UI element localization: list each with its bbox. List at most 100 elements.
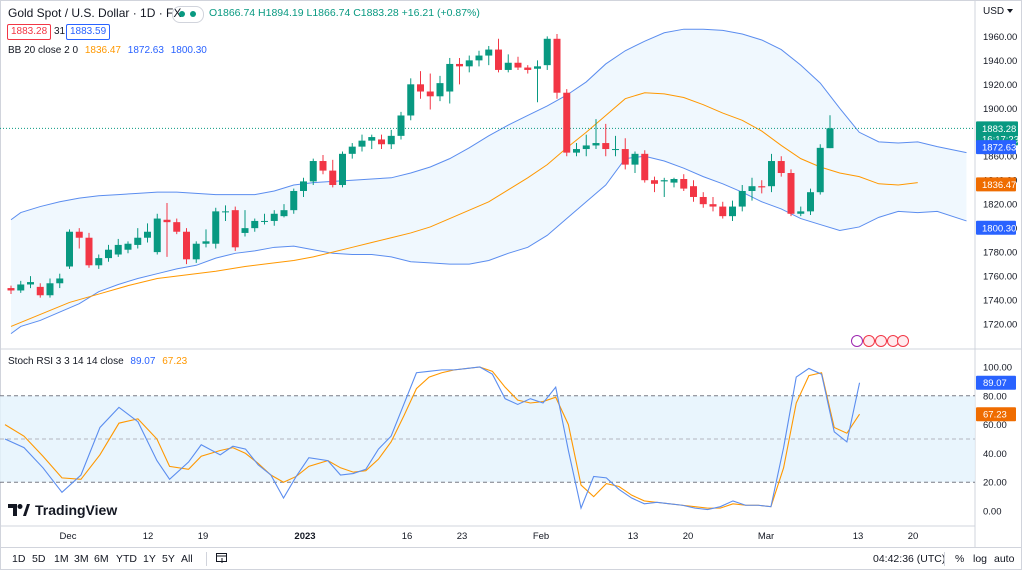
candle-body [134, 237, 142, 245]
time-tick-label: 13 [853, 531, 864, 542]
candle-body [202, 241, 210, 244]
price-tick-label: 1940.00 [983, 56, 1017, 67]
price-tick-label: 1820.00 [983, 200, 1017, 211]
candle [36, 283, 44, 298]
bottom-toolbar: 1D 5D 1M 3M 6M YTD 1Y 5Y All 04:42:36 (U… [0, 547, 1022, 570]
candle-body [417, 84, 424, 92]
candle [329, 159, 337, 188]
tradingview-brand[interactable]: TradingView [8, 502, 117, 518]
candle [212, 207, 220, 249]
auto-scale-toggle[interactable]: auto [994, 553, 1015, 565]
timeframe-6m[interactable]: 6M [94, 553, 109, 565]
candle-body [553, 38, 561, 93]
candle-body [738, 190, 746, 207]
candle [85, 232, 93, 268]
candle [602, 123, 610, 157]
timeframe-1m[interactable]: 1M [54, 553, 69, 565]
candle [456, 57, 463, 85]
candle-body [680, 179, 688, 189]
candle-body [816, 147, 824, 193]
candle-body [514, 62, 522, 68]
candle-body [582, 145, 590, 150]
price-tick-label: 1920.00 [983, 80, 1017, 91]
candle-body [163, 219, 171, 223]
price-tick-label: 1760.00 [983, 272, 1017, 283]
timeframe-3m[interactable]: 3M [74, 553, 89, 565]
candle [495, 38, 502, 73]
candle-body [543, 38, 551, 66]
candle [251, 218, 259, 232]
candle [319, 155, 327, 175]
candle-body [602, 143, 610, 150]
currency-selector[interactable]: USD [983, 6, 1013, 17]
candle [573, 143, 580, 157]
symbol-title[interactable]: Gold Spot / U.S. Dollar · 1D · FX [8, 6, 182, 20]
percent-scale-toggle[interactable]: % [955, 553, 965, 565]
candle [777, 156, 785, 177]
time-tick-label: 12 [143, 531, 154, 542]
candle-body [348, 146, 356, 154]
candle [797, 206, 805, 217]
timeframe-1y[interactable]: 1Y [143, 553, 156, 565]
candle-body [563, 92, 571, 153]
candle-body [290, 190, 298, 211]
candle-body [729, 206, 736, 217]
candle-body [465, 60, 473, 67]
bollinger-legend[interactable]: BB 20 close 2 0 1836.47 1872.63 1800.30 [8, 45, 211, 56]
event-flag [897, 335, 909, 347]
log-scale-toggle[interactable]: log [973, 553, 988, 565]
candle [621, 138, 629, 170]
candle-body [397, 115, 405, 136]
timeframe-1d[interactable]: 1D [12, 553, 26, 565]
candle [46, 278, 54, 298]
tradingview-logo-icon [8, 504, 30, 516]
market-status-indicator[interactable] [172, 6, 204, 23]
candle [339, 151, 346, 188]
candle [397, 111, 405, 140]
candle-body [66, 231, 73, 267]
time-tick-label: 20 [908, 531, 919, 542]
candle [524, 65, 532, 74]
stoch-rsi-legend[interactable]: Stoch RSI 3 3 14 14 close 89.07 67.23 [8, 356, 191, 367]
timeframe-5y[interactable]: 5Y [162, 553, 175, 565]
stoch-rsi-label: Stoch RSI 3 3 14 14 close [8, 356, 124, 367]
candle [446, 57, 454, 104]
candle [426, 73, 434, 110]
candle-body [495, 49, 502, 70]
sell-price-button[interactable]: 1883.28 [7, 24, 52, 40]
candle [465, 55, 473, 73]
candle-body [309, 161, 317, 182]
compare-range-icon[interactable] [216, 552, 227, 563]
candle [485, 45, 493, 66]
candle-body [621, 149, 629, 165]
candle [56, 273, 64, 289]
bollinger-lower-label-bg [976, 220, 1016, 235]
bollinger-lower-value: 1800.30 [170, 45, 207, 56]
candle-body [56, 278, 64, 284]
utc-clock[interactable]: 04:42:36 (UTC) [873, 553, 946, 565]
price-tick-label: 1740.00 [983, 296, 1017, 307]
candle-body [378, 139, 385, 145]
candle-body [46, 283, 54, 296]
candle [163, 202, 171, 257]
stoch-tick-label: 100.00 [983, 363, 1012, 374]
candle [95, 254, 103, 269]
timeframe-all[interactable]: All [181, 553, 193, 565]
candle [144, 223, 151, 243]
chart-canvas[interactable]: 1960.001940.001920.001900.001880.001860.… [0, 0, 1024, 548]
timeframe-ytd[interactable]: YTD [116, 553, 137, 565]
candle-body [153, 218, 161, 253]
economic-events-flags-icon [851, 335, 909, 347]
time-tick-label: 23 [457, 531, 468, 542]
candle [241, 210, 249, 237]
stoch-k-line [4, 366, 861, 511]
time-tick-label: 16 [402, 531, 413, 542]
candle-body [670, 179, 678, 183]
candle [787, 169, 795, 217]
candle [514, 56, 522, 70]
buy-price-button[interactable]: 1883.59 [66, 24, 111, 40]
time-tick-label: 13 [628, 531, 639, 542]
candle [7, 285, 15, 295]
timeframe-5d[interactable]: 5D [32, 553, 46, 565]
event-flag [851, 335, 863, 347]
